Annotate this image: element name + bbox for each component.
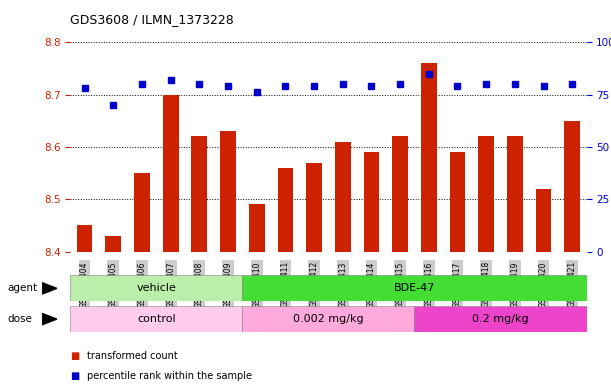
Bar xyxy=(191,136,207,252)
Bar xyxy=(450,152,466,252)
Bar xyxy=(478,136,494,252)
Text: dose: dose xyxy=(7,314,32,324)
Text: ■: ■ xyxy=(70,371,79,381)
Bar xyxy=(243,275,587,301)
Bar xyxy=(106,236,121,252)
Bar xyxy=(70,306,243,332)
Bar xyxy=(220,131,236,252)
Bar xyxy=(77,225,92,252)
Bar xyxy=(414,306,587,332)
Bar xyxy=(306,162,322,252)
Bar xyxy=(335,142,351,252)
Text: 0.2 mg/kg: 0.2 mg/kg xyxy=(472,314,529,324)
Bar xyxy=(392,136,408,252)
Bar xyxy=(243,306,414,332)
Bar xyxy=(507,136,523,252)
Bar xyxy=(364,152,379,252)
Bar xyxy=(249,204,265,252)
Polygon shape xyxy=(42,313,57,325)
Text: transformed count: transformed count xyxy=(87,351,178,361)
Bar xyxy=(163,94,178,252)
Text: 0.002 mg/kg: 0.002 mg/kg xyxy=(293,314,364,324)
Bar xyxy=(421,63,437,252)
Bar xyxy=(277,168,293,252)
Bar xyxy=(134,173,150,252)
Text: percentile rank within the sample: percentile rank within the sample xyxy=(87,371,252,381)
Text: ■: ■ xyxy=(70,351,79,361)
Bar xyxy=(536,189,551,252)
Polygon shape xyxy=(42,283,57,294)
Text: BDE-47: BDE-47 xyxy=(393,283,435,293)
Text: agent: agent xyxy=(7,283,37,293)
Text: control: control xyxy=(137,314,175,324)
Text: GDS3608 / ILMN_1373228: GDS3608 / ILMN_1373228 xyxy=(70,13,234,26)
Text: vehicle: vehicle xyxy=(136,283,176,293)
Bar xyxy=(70,275,243,301)
Bar xyxy=(565,121,580,252)
